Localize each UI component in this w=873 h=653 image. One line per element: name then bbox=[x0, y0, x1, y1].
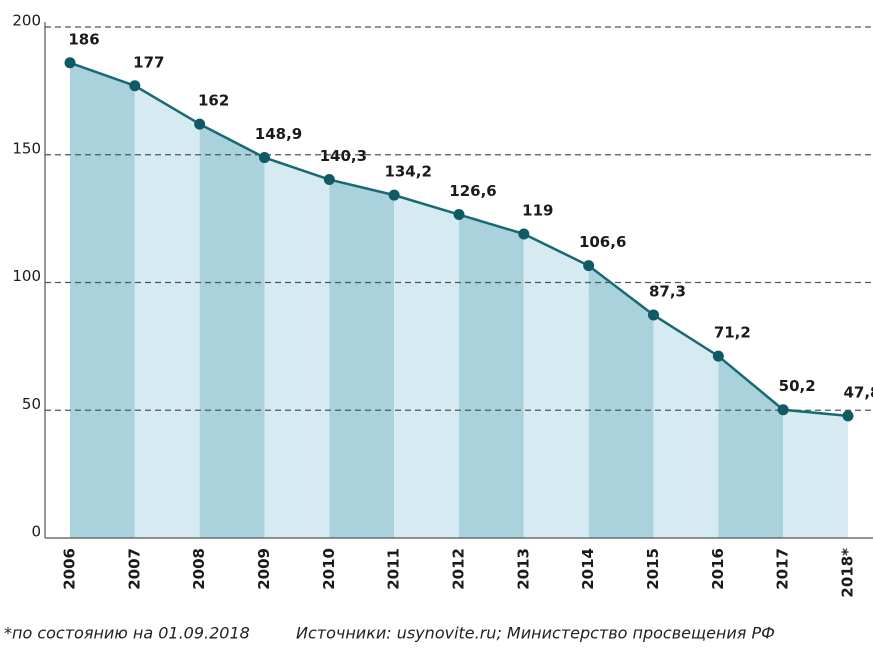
y-tick-label: 50 bbox=[22, 395, 41, 413]
value-label: 126,6 bbox=[449, 182, 496, 200]
point bbox=[259, 152, 270, 164]
point bbox=[388, 189, 400, 201]
area-band bbox=[329, 179, 395, 538]
x-tick-label: 2016 bbox=[709, 548, 727, 590]
area-band bbox=[783, 409, 848, 538]
area-band bbox=[459, 214, 524, 539]
value-label: 71,2 bbox=[714, 324, 751, 342]
point bbox=[712, 350, 724, 362]
value-label: 148,9 bbox=[255, 125, 302, 143]
area-band bbox=[264, 157, 330, 539]
footnote: *по состоянию на 01.09.2018 bbox=[4, 624, 250, 643]
value-label: 186 bbox=[68, 30, 99, 48]
point bbox=[648, 309, 659, 321]
point bbox=[323, 174, 335, 186]
area-band bbox=[588, 265, 654, 538]
area-band bbox=[70, 62, 135, 539]
point bbox=[518, 228, 530, 240]
x-tick-label: 2007 bbox=[125, 548, 143, 590]
area-band bbox=[394, 195, 459, 538]
point bbox=[453, 209, 465, 221]
x-tick-label: 2017 bbox=[774, 548, 792, 590]
x-tick-label: 2011 bbox=[385, 548, 403, 590]
x-tick-label: 2009 bbox=[255, 548, 273, 590]
value-label: 47,8 bbox=[843, 383, 873, 401]
value-label: 177 bbox=[133, 53, 164, 71]
point bbox=[194, 118, 206, 130]
value-label: 162 bbox=[198, 92, 229, 110]
value-label: 134,2 bbox=[384, 163, 431, 181]
y-tick-label: 200 bbox=[12, 12, 41, 30]
value-label: 119 bbox=[522, 201, 553, 219]
value-label: 50,2 bbox=[779, 377, 816, 395]
area-band bbox=[523, 233, 589, 538]
point bbox=[777, 404, 789, 416]
x-tick-label: 2010 bbox=[320, 548, 338, 590]
x-tick-label: 2013 bbox=[514, 548, 532, 590]
value-label: 140,3 bbox=[320, 147, 367, 165]
y-tick-label: 0 bbox=[31, 523, 41, 541]
source: Источники: usynovite.ru; Министерство пр… bbox=[296, 624, 775, 643]
y-tick-label: 150 bbox=[12, 139, 41, 157]
x-tick-label: 2014 bbox=[579, 548, 597, 590]
value-label: 106,6 bbox=[579, 233, 626, 251]
area-band bbox=[134, 85, 200, 538]
area-band bbox=[653, 314, 719, 538]
point bbox=[129, 80, 141, 92]
x-tick-label: 2015 bbox=[644, 548, 662, 590]
x-tick-label: 2012 bbox=[450, 548, 468, 590]
point bbox=[842, 410, 854, 422]
x-tick-label: 2018* bbox=[839, 548, 857, 598]
area-band bbox=[718, 356, 784, 538]
x-tick-label: 2006 bbox=[61, 548, 79, 590]
y-tick-label: 100 bbox=[12, 267, 41, 285]
value-label: 87,3 bbox=[649, 282, 686, 300]
area-band bbox=[199, 124, 265, 538]
point bbox=[64, 57, 76, 69]
x-tick-label: 2008 bbox=[190, 548, 208, 590]
point bbox=[583, 260, 595, 272]
